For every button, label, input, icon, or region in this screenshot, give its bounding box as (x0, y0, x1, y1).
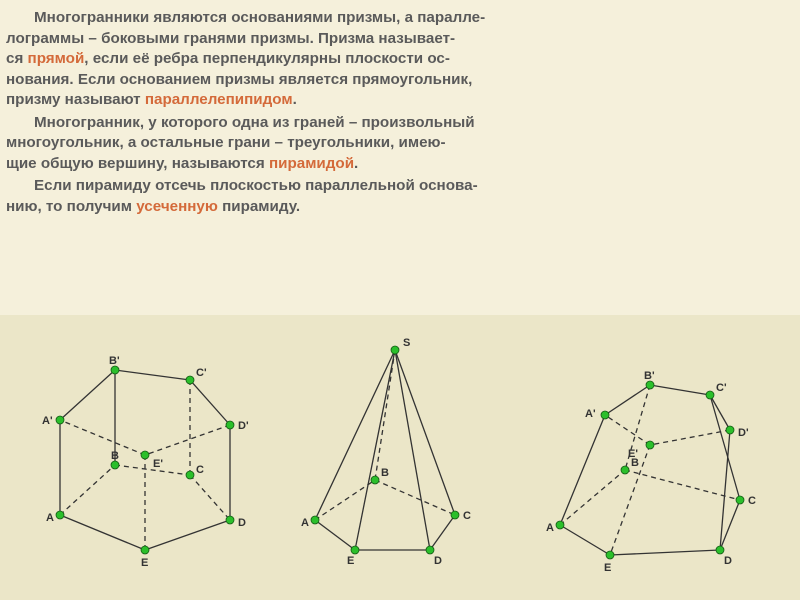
t: призму называют (6, 91, 145, 108)
svg-text:A: A (546, 522, 554, 534)
svg-text:D': D' (738, 427, 749, 439)
pyramid-diagram: S A B C D E (280, 325, 510, 585)
frustum-diagram: A'B'C'D'E'ABCDE (520, 325, 790, 585)
t: ся (6, 50, 28, 67)
t: нию, то получим (6, 198, 136, 215)
t: . (354, 155, 358, 172)
svg-text:C': C' (716, 382, 727, 394)
definition-text: Многогранники являются основаниями призм… (0, 0, 800, 223)
svg-text:B: B (111, 450, 119, 462)
term-straight: прямой (28, 50, 85, 67)
prism-diagram: A' B' C' D' E' A B C D E (20, 325, 270, 585)
svg-text:C: C (463, 510, 471, 522)
t: пирамиду. (218, 198, 300, 215)
svg-text:A': A' (42, 415, 53, 427)
t: лограммы – боковыми гранями призмы. Приз… (6, 30, 455, 47)
term-truncated: усеченную (136, 198, 218, 215)
svg-text:E: E (141, 557, 148, 569)
term-parallelepiped: параллелепипидом (145, 91, 293, 108)
svg-text:A: A (301, 517, 309, 529)
term-pyramid: пирамидой (269, 155, 354, 172)
svg-text:C: C (196, 464, 204, 476)
diagram-strip: A' B' C' D' E' A B C D E S A B C D E A' B' C' D' E' A B C D E (0, 315, 800, 600)
svg-text:C: C (748, 495, 756, 507)
svg-text:A: A (46, 512, 54, 524)
para1: Многогранники являются основаниями призм… (20, 8, 780, 111)
svg-text:C': C' (196, 367, 207, 379)
svg-text:B': B' (109, 355, 120, 367)
svg-text:D: D (434, 555, 442, 567)
t: Многогранники являются основаниями призм… (34, 9, 485, 26)
svg-text:A': A' (585, 408, 596, 420)
svg-text:B': B' (644, 370, 655, 382)
svg-text:D: D (724, 555, 732, 567)
para3: Если пирамиду отсечь плоскостью параллел… (20, 176, 780, 217)
t: Если пирамиду отсечь плоскостью параллел… (34, 177, 478, 194)
t: . (293, 91, 297, 108)
svg-text:E': E' (153, 458, 163, 470)
svg-text:B: B (631, 457, 639, 469)
svg-text:E: E (604, 562, 611, 574)
svg-text:D': D' (238, 420, 249, 432)
t: щие общую вершину, называются (6, 155, 269, 172)
para2: Многогранник, у которого одна из граней … (20, 113, 780, 175)
svg-text:D: D (238, 517, 246, 529)
svg-text:E: E (347, 555, 354, 567)
t: Многогранник, у которого одна из граней … (34, 114, 475, 131)
svg-text:S: S (403, 337, 410, 349)
t: , если её ребра перпендикулярны плоскост… (84, 50, 450, 67)
svg-text:B: B (381, 467, 389, 479)
t: многоугольник, а остальные грани – треуг… (6, 134, 446, 151)
t: нования. Если основанием призмы является… (6, 71, 472, 88)
